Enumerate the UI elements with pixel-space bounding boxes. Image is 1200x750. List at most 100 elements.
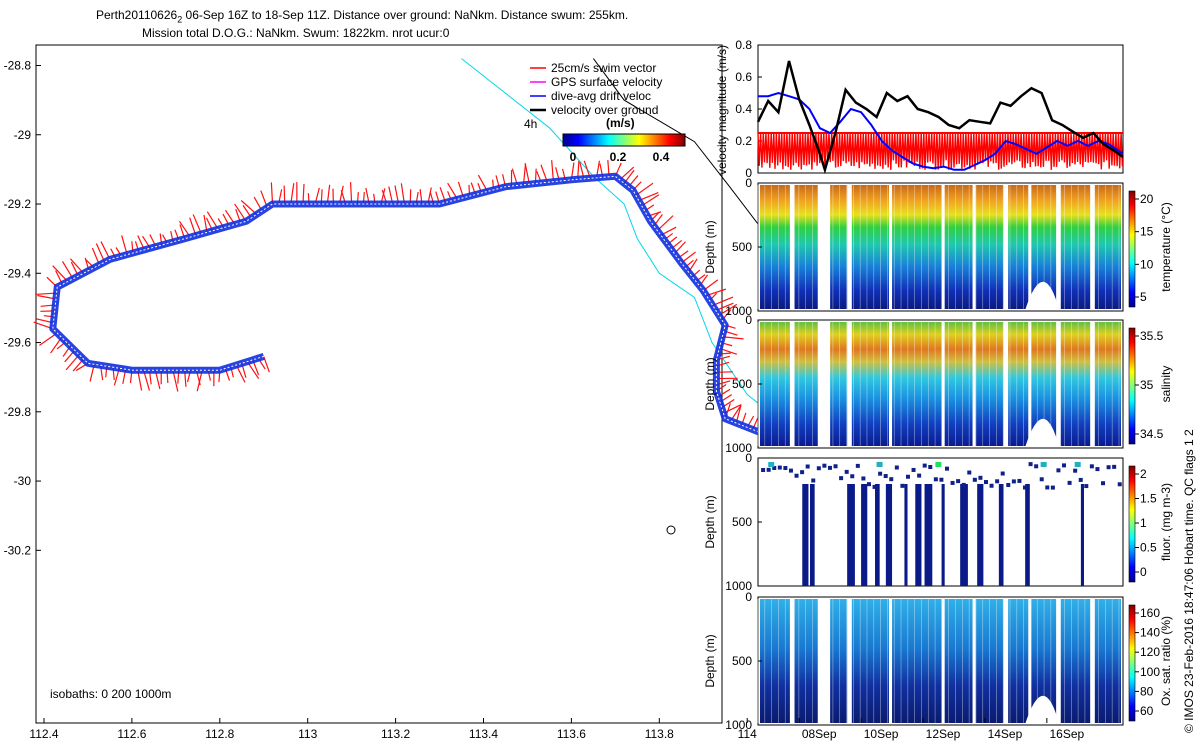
velocity-y-axis: 0 0.2 0.4 0.6 0.8 — [735, 38, 762, 180]
map-colorbar — [562, 133, 686, 147]
cbar-label: temperature (°C) — [1159, 202, 1173, 292]
fluor-dot — [989, 483, 994, 488]
fluor-hotspot — [876, 462, 883, 467]
fluor-column — [924, 484, 933, 586]
cbar-tick-label: 2 — [1140, 467, 1147, 481]
fluor-column — [885, 484, 893, 586]
fluor-dot — [1078, 477, 1083, 482]
fluor-hotspot — [1040, 462, 1047, 467]
drift-velocity-series — [758, 91, 1124, 171]
fluor-column — [802, 484, 809, 586]
cbar-tick-label: 10 — [1140, 257, 1154, 271]
depth-tick-label: 0 — [745, 451, 752, 465]
cbar-label: Ox. sat. ratio (%) — [1159, 616, 1173, 706]
map-xtick-label: 113.2 — [381, 727, 410, 741]
legend-drift-velocity: dive-avg drift veloc — [551, 89, 651, 103]
swim-arrow — [172, 370, 179, 392]
map-cbar-tick-0: 0 — [570, 150, 577, 164]
map-xtick-label: 112.8 — [205, 727, 234, 741]
depth-tick-label: 1000 — [725, 304, 752, 318]
legend-time-label: 4h — [524, 117, 537, 131]
depth-field — [760, 322, 1121, 446]
fluor-column — [847, 484, 855, 586]
fluor-dot — [772, 465, 777, 470]
map-ytick-label: -28.8 — [4, 59, 32, 73]
time-tick-label: 14Sep — [988, 727, 1023, 741]
fluor-dot — [928, 464, 933, 469]
colorbar — [1128, 190, 1136, 308]
fluor-dot — [1017, 478, 1022, 483]
depth-tick-label: 500 — [732, 240, 752, 254]
swim-arrow — [349, 182, 353, 205]
map-cbar-tick-1: 0.2 — [610, 150, 627, 164]
fluor-dot — [1073, 468, 1078, 473]
cbar-label: fluor. (mg m-3) — [1159, 483, 1173, 561]
data-gap — [1090, 598, 1095, 724]
fluor-column — [810, 484, 815, 586]
fluor-dot — [1095, 467, 1100, 472]
depth-tick-label: 500 — [732, 654, 752, 668]
depth-tick-label: 1000 — [725, 441, 752, 455]
time-tick-label: 12Sep — [926, 727, 961, 741]
map-ytick-label: -30.2 — [4, 543, 32, 557]
fluor-dot — [905, 474, 910, 479]
data-gap — [1003, 184, 1009, 310]
cbar-tick-label: 0 — [1140, 565, 1147, 579]
data-gap — [972, 321, 976, 447]
fluor-dot — [922, 463, 927, 468]
cbar-tick-label: 15 — [1140, 225, 1154, 239]
vel-ytick-label: 0.6 — [735, 70, 752, 84]
swim-arrow — [263, 356, 270, 373]
fluor-dot — [761, 468, 766, 473]
fluor-dot — [961, 482, 966, 487]
fluor-dot — [855, 463, 860, 468]
depth-panel-2: 0 500 1000 Depth (m) 35.5 35 34.5 salinity — [703, 313, 1173, 455]
fluor-dot — [850, 474, 855, 479]
fluor-column — [998, 484, 1004, 586]
fluor-dot — [944, 466, 949, 471]
colorbar — [1128, 327, 1136, 445]
fluor-dot — [1000, 471, 1005, 476]
fluor-dot — [950, 480, 955, 485]
data-gap — [1056, 184, 1061, 310]
velocity-ylabel: velocity magnitude (m/s) — [715, 45, 729, 175]
cbar-tick-label: 100 — [1140, 665, 1160, 679]
time-tick-label: 16Sep — [1049, 727, 1084, 741]
imos-side-text: © IMOS 23-Feb-2016 18:47:06 Hobart time.… — [1182, 429, 1196, 733]
depth-ylabel: Depth (m) — [703, 634, 717, 687]
fluor-dot — [777, 465, 782, 470]
fluor-column — [977, 484, 984, 586]
fluor-dot — [811, 478, 816, 483]
data-gap — [888, 598, 893, 724]
swim-arrow — [722, 336, 744, 340]
fluor-dot — [1106, 465, 1111, 470]
data-gap — [1090, 184, 1095, 310]
cbar-tick-label: 0.5 — [1140, 541, 1157, 555]
swim-arrow — [656, 215, 674, 232]
depth-field — [760, 599, 1121, 723]
depth-panel-1: 0 500 1000 Depth (m) 20 15 10 5 temperature (°C) — [703, 176, 1173, 318]
swim-arrow — [39, 332, 58, 346]
data-gap — [941, 184, 945, 310]
fluor-dot — [833, 464, 838, 469]
swim-arrow — [270, 182, 274, 205]
map-legend: 25cm/s swim vector GPS surface velocity … — [524, 61, 686, 164]
data-gap — [847, 321, 852, 447]
fluor-column — [1080, 484, 1084, 586]
cbar-tick-label: 140 — [1140, 626, 1160, 640]
depth-tick-label: 1000 — [725, 718, 752, 732]
cbar-tick-label: 160 — [1140, 606, 1160, 620]
fluor-dot — [1050, 485, 1055, 490]
fluor-dot — [1084, 484, 1089, 489]
fluor-dot — [1117, 482, 1122, 487]
data-gap — [1003, 321, 1009, 447]
map-y-axis: -28.8 -29 -29.2 -29.4 -29.6 -29.8 -30 -30.2 — [4, 59, 41, 557]
swim-sawtooth — [757, 132, 1124, 170]
time-tick-label: 10Sep — [864, 727, 899, 741]
title-line-1: Perth201106262 06-Sep 16Z to 18-Sep 11Z.… — [96, 8, 629, 25]
fluor-dot — [816, 466, 821, 471]
map-ytick-label: -30 — [14, 474, 32, 488]
fluor-dot — [972, 477, 977, 482]
map-xtick-label: 114 — [738, 727, 757, 741]
fluor-dot — [995, 479, 1000, 484]
